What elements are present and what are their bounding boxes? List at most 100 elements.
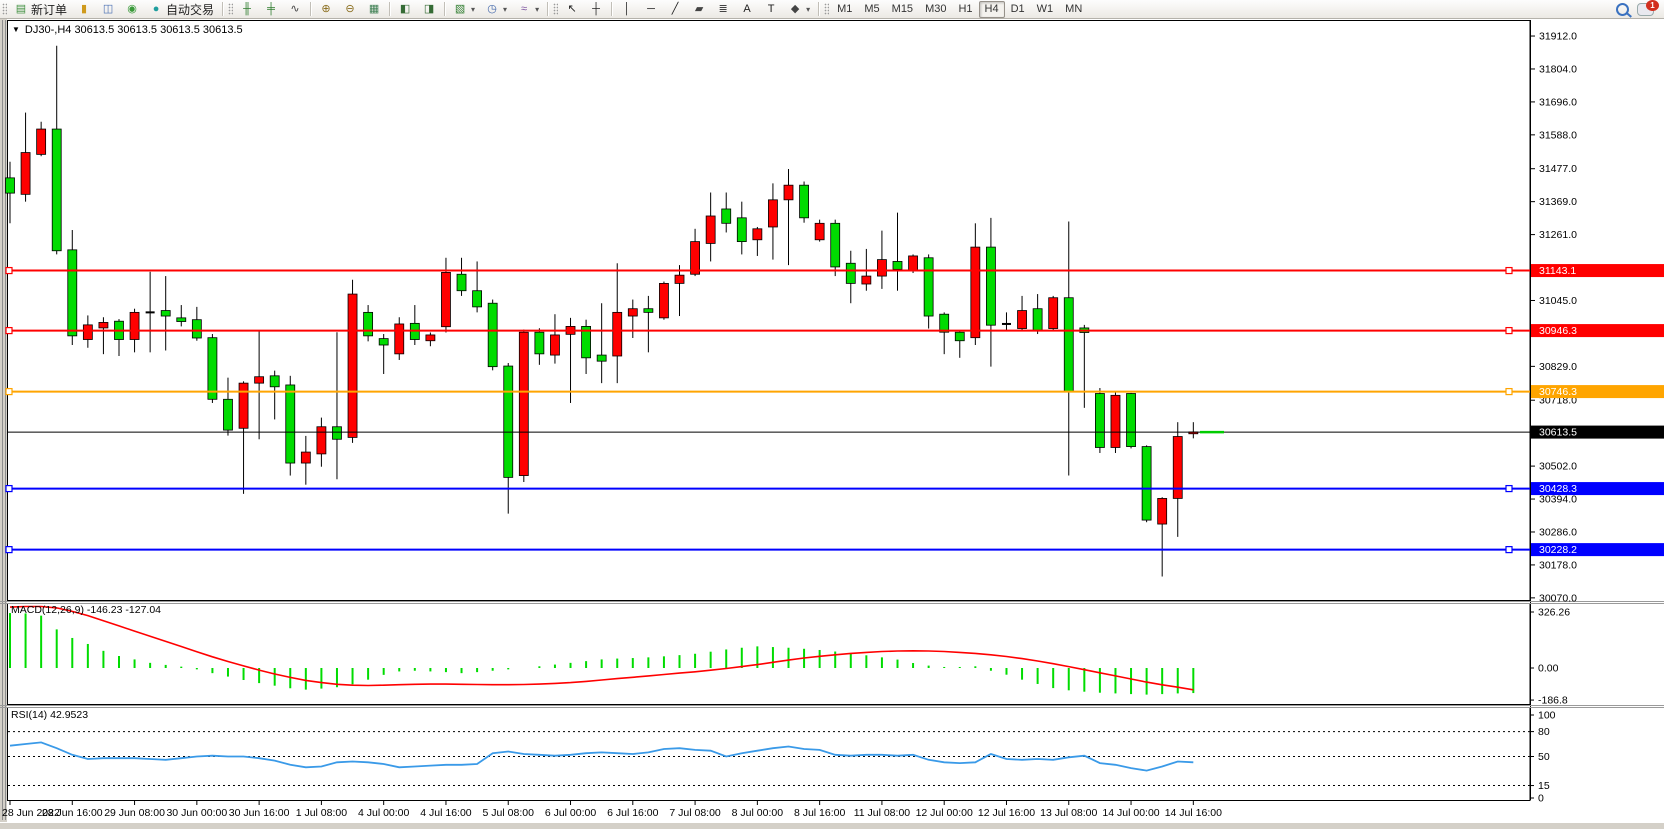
label-icon[interactable]: T (759, 0, 783, 18)
timeframe-h4[interactable]: H4 (978, 0, 1005, 18)
price-label-text: 30946.3 (1539, 325, 1577, 337)
bear-candle (456, 273, 467, 292)
vertical-line-icon: │ (623, 3, 631, 15)
dropdown-arrow-icon[interactable]: ▾ (471, 4, 476, 14)
price-tick: 31912.0 (1539, 31, 1577, 43)
timeframe-m5[interactable]: M5 (864, 2, 880, 15)
horizontal-line-icon[interactable]: ─ (639, 0, 663, 18)
dropdown-arrow-icon[interactable]: ▾ (503, 4, 508, 14)
bear-candle (799, 184, 809, 219)
bear-candle (269, 375, 280, 388)
auto-scroll-icon[interactable]: ◧ (393, 0, 417, 18)
bull-candle (1157, 498, 1168, 525)
bull-candle (518, 331, 529, 476)
depth-of-market-icon: ▮ (80, 3, 88, 15)
time-label: 30 Jun 16:00 (229, 807, 290, 819)
fibonacci-icon: ≣ (718, 3, 728, 15)
dropdown-arrow-icon[interactable]: ▾ (535, 4, 540, 14)
timeframe-m30[interactable]: M30 (925, 2, 947, 15)
toolbar-separator (389, 2, 391, 16)
line-handle[interactable] (1505, 387, 1513, 396)
bear-candle (332, 426, 342, 440)
bull-candle (98, 322, 109, 329)
price-label-box (1531, 482, 1664, 496)
search-icon[interactable] (1616, 2, 1629, 16)
line-handle[interactable] (5, 546, 13, 554)
line-chart-icon[interactable]: ∿ (283, 0, 307, 18)
autotrade-button[interactable]: ● 自动交易 (144, 0, 219, 18)
crosshair-icon[interactable]: ┼ (584, 0, 608, 18)
trendline-icon[interactable]: ╱ (663, 0, 687, 18)
candlestick-chart-icon[interactable]: ╪ (259, 0, 283, 18)
price-tick: 31696.0 (1539, 96, 1577, 108)
equidistant-channel-icon[interactable]: ▰ (687, 0, 711, 18)
bar-chart-icon[interactable]: ╫ (235, 0, 259, 18)
new-chart-icon[interactable]: ▧ ▾ (448, 0, 480, 18)
toolbar-grip[interactable] (2, 3, 7, 15)
chart-title-collapse-icon[interactable]: ▼ (12, 25, 20, 34)
line-handle[interactable] (1505, 546, 1513, 554)
bull-candle (752, 228, 763, 241)
text-icon[interactable]: A (735, 0, 759, 18)
price-label-text: 30613.5 (1539, 427, 1577, 439)
rsi-tick: 50 (1538, 751, 1550, 763)
signals-icon: ◉ (127, 3, 137, 15)
price-tick: 31045.0 (1539, 295, 1577, 307)
line-handle[interactable] (5, 326, 13, 335)
chart-title-text: DJ30-,H4 30613.5 30613.5 30613.5 30613.5 (24, 24, 243, 36)
timeframe-d1[interactable]: D1 (1010, 2, 1025, 15)
depth-of-market-icon[interactable]: ▮ (72, 0, 96, 18)
bear-candle (472, 290, 483, 308)
line-handle[interactable] (1505, 326, 1513, 335)
price-tick: 30394.0 (1539, 494, 1577, 506)
time-label: 6 Jul 16:00 (607, 807, 659, 819)
line-handle[interactable] (5, 484, 13, 493)
line-handle[interactable] (1505, 484, 1513, 493)
cursor-icon[interactable]: ↖ (560, 0, 584, 18)
time-label: 4 Jul 16:00 (420, 807, 472, 819)
rsi-panel: 100 80 50 150 (8, 710, 1556, 805)
line-handle[interactable] (5, 387, 13, 396)
bull-candle (238, 382, 249, 429)
timeframe-mn[interactable]: MN (1065, 2, 1083, 15)
time-label: 29 Jun 08:00 (104, 807, 165, 819)
zoom-in-icon[interactable]: ⊕ (314, 0, 338, 18)
timeframe-w1[interactable]: W1 (1036, 2, 1054, 15)
price-tick: 31588.0 (1539, 129, 1577, 141)
price-tick: 30286.0 (1539, 526, 1577, 538)
bull-candle (908, 255, 918, 271)
line-handle[interactable] (1505, 266, 1513, 275)
vertical-line-icon[interactable]: │ (615, 0, 639, 18)
dropdown-arrow-icon[interactable]: ▾ (806, 4, 811, 14)
toolbar-grip[interactable] (228, 3, 234, 15)
timeframe-m15[interactable]: M15 (891, 2, 914, 15)
chart-shift-icon[interactable]: ◨ (417, 0, 441, 18)
toolbar-grip[interactable] (553, 3, 559, 15)
line-handle[interactable] (5, 266, 13, 275)
bull-candle (690, 241, 700, 275)
signals-icon[interactable]: ◉ (120, 0, 144, 18)
time-label: 13 Jul 08:00 (1040, 807, 1097, 819)
bear-candle (207, 337, 218, 400)
bull-candle (394, 323, 405, 355)
trendline-icon: ╱ (671, 3, 679, 15)
terminal-icon[interactable]: ◫ (96, 0, 120, 18)
macd-tick: 326.26 (1538, 606, 1570, 618)
period-clock-icon[interactable]: ◷ ▾ (480, 0, 512, 18)
chat-icon[interactable]: 1 (1637, 0, 1659, 16)
bear-candle (923, 257, 934, 317)
shapes-icon[interactable]: ◆ ▾ (783, 0, 815, 18)
timeframe-h1[interactable]: H1 (958, 2, 973, 15)
rsi-line (9, 741, 1194, 772)
timeframe-m1[interactable]: M1 (837, 2, 853, 15)
bear-candle (285, 384, 296, 464)
tile-windows-icon[interactable]: ▦ (362, 0, 386, 18)
indicators-icon[interactable]: ≈ ▾ (512, 0, 544, 18)
zoom-out-icon[interactable]: ⊖ (338, 0, 362, 18)
toolbar-grip[interactable] (824, 3, 830, 15)
fibonacci-icon[interactable]: ≣ (711, 0, 735, 18)
new-order-button[interactable]: ▤ 新订单 (9, 0, 72, 18)
